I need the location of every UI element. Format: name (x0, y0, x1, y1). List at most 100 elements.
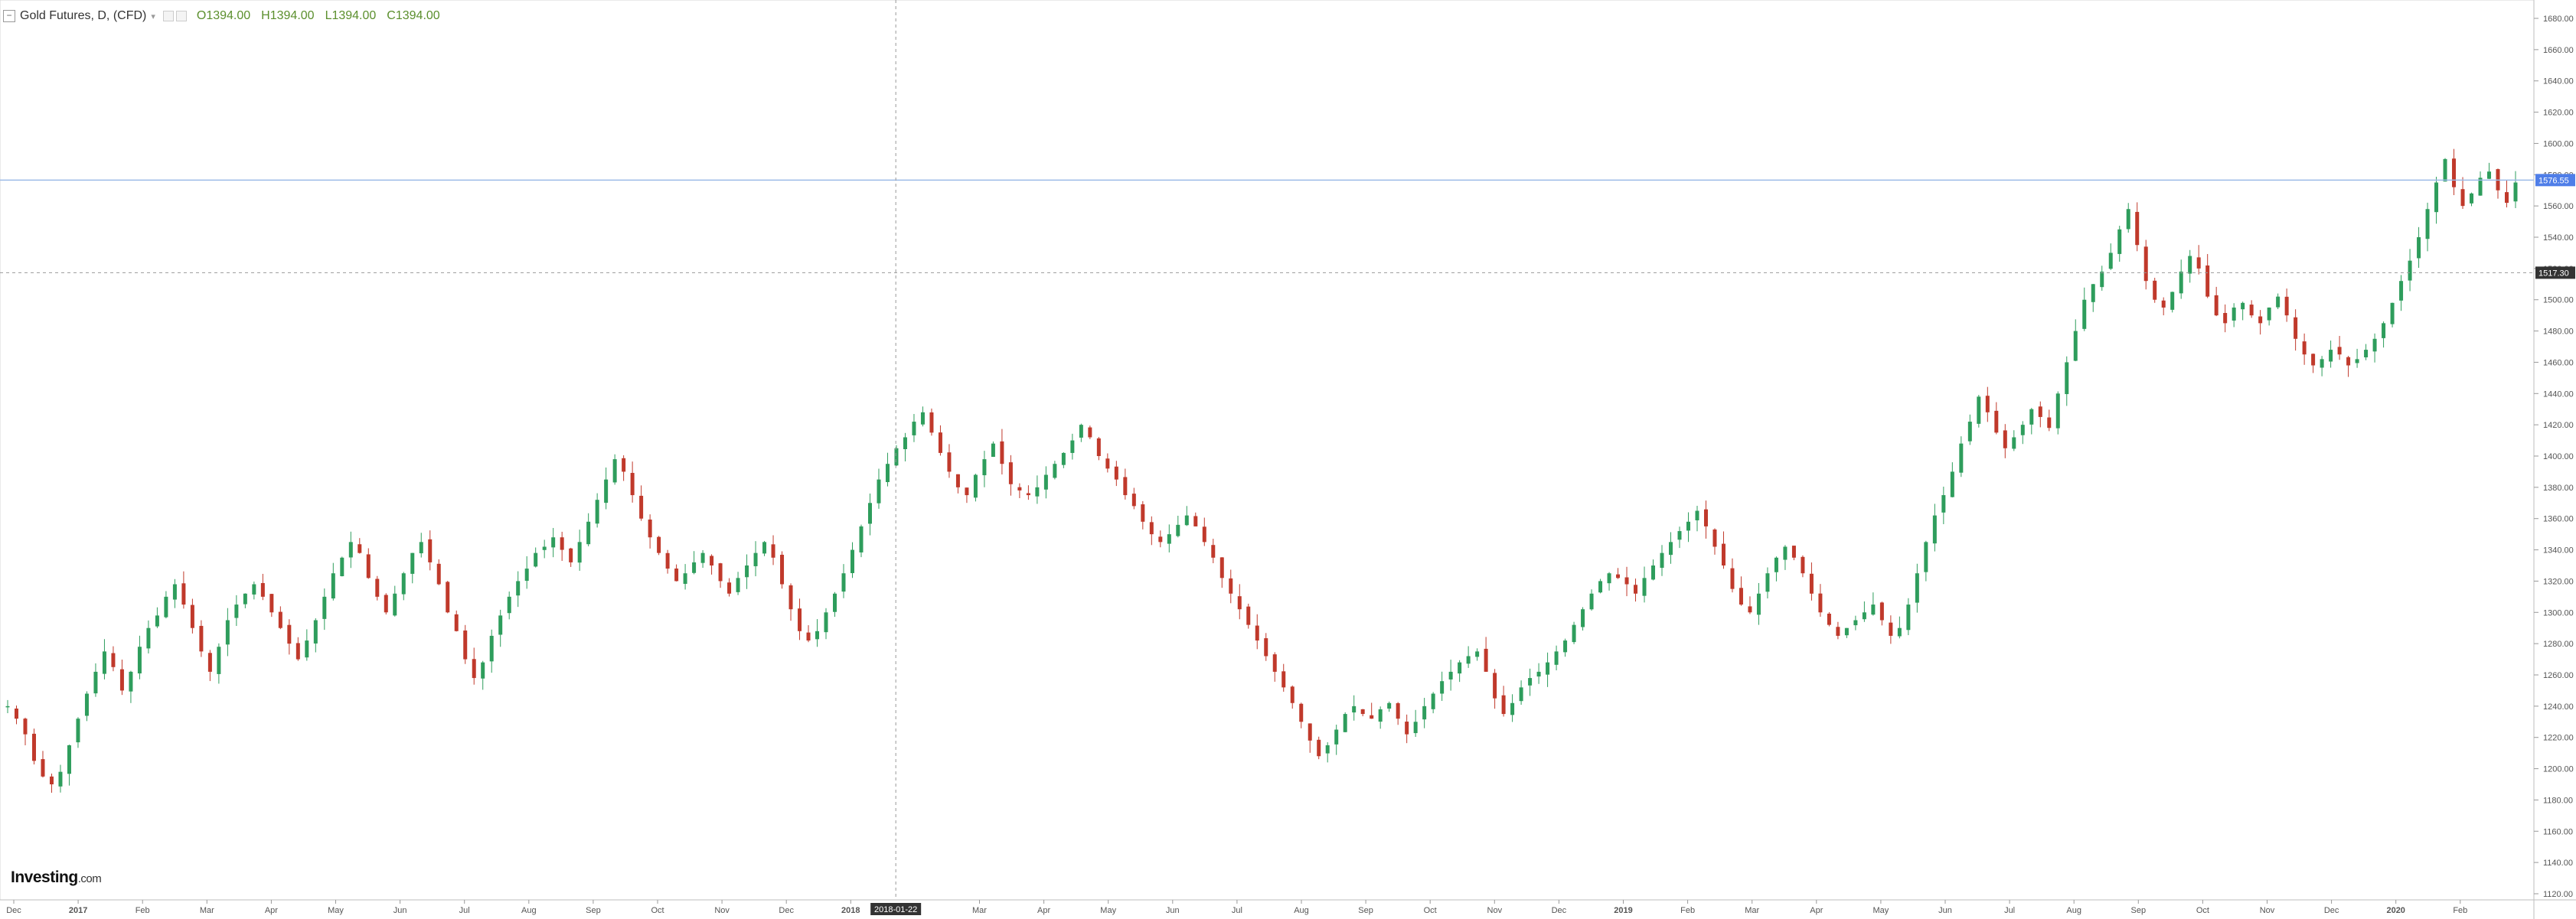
investing-logo: Investing.com (11, 868, 102, 887)
candle-body (2223, 313, 2228, 324)
candle-body (1008, 462, 1013, 484)
candle-body (727, 582, 732, 594)
candle-body (1352, 706, 1357, 713)
candle-body (1871, 605, 1876, 615)
candle-body (1035, 487, 1040, 497)
price-tick-label: 1300.00 (2543, 608, 2574, 618)
candle-body (1651, 565, 1656, 580)
candle-body (1422, 706, 1427, 720)
time-tick-label: Jul (1232, 906, 1242, 915)
candle-body (1510, 702, 1515, 715)
candle-body (1598, 581, 1603, 593)
time-axis[interactable]: Dec 2017 Feb Mar Apr May Jun Jul Aug Sep Oct Nov Dec… (6, 900, 2467, 915)
candle-body (2320, 359, 2324, 368)
candle-body (2038, 406, 2042, 417)
candle-body (2020, 425, 2025, 435)
price-tick-label: 1340.00 (2543, 546, 2574, 556)
time-tick-label: Oct (651, 906, 664, 915)
candle-body (1889, 622, 1893, 636)
candle-body (58, 771, 63, 787)
candle-body (76, 719, 80, 743)
candle-body (1879, 602, 1884, 621)
candle-body (1941, 495, 1946, 513)
candle-body (358, 544, 362, 553)
candle-body (340, 557, 344, 576)
candle-body (1131, 494, 1136, 507)
candle-body (41, 759, 45, 777)
instrument-title[interactable]: Gold Futures, D, (CFD) (20, 9, 147, 22)
price-tick-label: 1440.00 (2543, 389, 2574, 399)
candle-body (2460, 189, 2465, 207)
candle-body (2153, 280, 2157, 300)
candle-body (2012, 437, 2016, 449)
time-tick-label: May (1873, 906, 1889, 915)
candle-body (560, 537, 564, 550)
candle-body (833, 593, 837, 612)
candle-body (2408, 260, 2412, 281)
crosshair-date-badge (870, 903, 922, 915)
candle-body (1519, 687, 1523, 702)
candle-body (14, 708, 18, 719)
candle-body (1334, 729, 1339, 745)
candle-body (366, 554, 371, 578)
collapse-toggle[interactable]: − (3, 10, 15, 22)
candle-body (278, 611, 282, 628)
candle-body (1000, 441, 1004, 464)
candle-body (1959, 443, 1964, 473)
candle-body (1844, 627, 1849, 636)
chevron-down-icon[interactable]: ▾ (151, 11, 155, 21)
time-tick-label: 2017 (69, 906, 87, 915)
candle-body (2434, 182, 2439, 213)
candle-body (1607, 573, 1611, 584)
candle-body (665, 552, 670, 569)
price-axis[interactable]: 1680.001660.001640.001620.001600.001580.… (2534, 15, 2574, 899)
price-tick-label: 1600.00 (2543, 139, 2574, 148)
candle-body (1017, 487, 1022, 490)
candle-body (2399, 281, 2404, 301)
candle-body (1809, 573, 1814, 594)
candlestick-series (5, 148, 2518, 793)
candle-body (102, 651, 106, 674)
candle-body (1229, 578, 1233, 594)
candle-body (1924, 542, 1928, 572)
candle-body (2065, 362, 2069, 395)
settings-icon[interactable] (162, 11, 174, 21)
candle-body (1853, 620, 1858, 626)
candle-body (1616, 574, 1621, 578)
candle-body (1774, 557, 1778, 572)
candle-body (674, 569, 679, 582)
candle-body (577, 542, 582, 563)
candle-body (2249, 305, 2254, 316)
candle-body (859, 526, 864, 552)
candle-body (1783, 546, 1788, 560)
time-tick-label: Oct (1424, 906, 1437, 915)
candle-body (2170, 292, 2175, 310)
crosshair-price-badge (2535, 266, 2575, 279)
candle-body (991, 443, 995, 458)
candle-body (1466, 656, 1471, 664)
candle-body (1079, 425, 1083, 438)
candle-body (630, 473, 635, 496)
candle-body (1563, 640, 1568, 653)
candle-body (622, 458, 626, 472)
candle-body (1167, 534, 1171, 544)
hide-icon[interactable] (175, 11, 187, 21)
price-tick-label: 1460.00 (2543, 358, 2574, 367)
candle-body (771, 544, 775, 558)
price-tick-label: 1200.00 (2543, 765, 2574, 774)
time-tick-label: Apr (1810, 906, 1823, 915)
candle-body (1475, 651, 1480, 657)
candle-body (841, 573, 846, 592)
candle-body (683, 573, 687, 585)
candle-body (155, 615, 159, 627)
time-tick-label: Nov (2260, 906, 2275, 915)
candle-body (146, 627, 151, 649)
time-tick-label: 2018 (841, 906, 860, 915)
crosshair-date-label: 2018-01-22 (874, 905, 917, 914)
candle-body (1528, 678, 1533, 686)
time-tick-label: Apr (1037, 906, 1050, 915)
candle-body (181, 583, 186, 605)
candle-body (1536, 671, 1541, 677)
candle-body (419, 542, 423, 554)
